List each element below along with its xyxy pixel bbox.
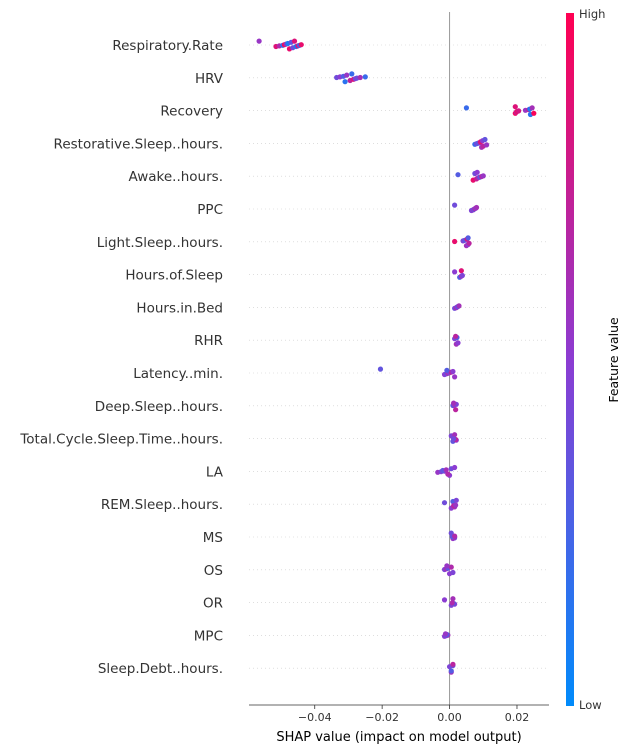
feature-label: PPC [197,202,223,218]
shap-point [357,74,363,81]
feature-label: MPC [194,628,223,644]
shap-point [512,104,518,110]
feature-label: Light.Sleep..hours. [97,235,223,251]
feature-label: OR [203,596,223,612]
shap-point [362,74,368,80]
x-axis-title: SHAP value (impact on model output) [276,730,521,745]
shap-point [458,268,464,274]
shap-point [452,533,458,539]
feature-label: Latency..min. [133,366,223,382]
shap-point [448,668,454,674]
colorbar-gradient [566,13,574,706]
feature-labels: Respiratory.Rate HRV Recovery Restorative.S… [19,38,223,677]
shap-point [452,374,458,380]
feature-label: RHR [194,333,223,349]
shap-point [453,407,459,413]
shap-point [442,631,449,637]
shap-point [480,173,486,179]
feature-label: Respiratory.Rate [112,38,223,54]
shap-point [453,502,459,508]
shap-point [450,368,456,375]
shap-point [453,333,459,339]
shap-point [453,497,459,503]
x-axis-ticks: −0.04 −0.02 0.00 0.02 [298,705,529,724]
shap-point [450,569,456,576]
shap-point [452,464,458,471]
shap-point [291,38,298,44]
shap-point [482,136,488,143]
shap-point [455,172,461,178]
shap-point [531,110,537,116]
shap-point [474,169,480,175]
shap-point [473,204,480,211]
colorbar-low-label: Low [579,698,602,712]
shap-point [529,105,535,111]
shap-point [452,269,458,275]
feature-label: HRV [195,71,224,87]
shap-point [452,432,458,438]
feature-label: Sleep.Debt..hours. [98,661,223,677]
points-layer [256,38,537,675]
shap-point [456,303,462,309]
x-tick-label: −0.02 [365,711,399,724]
shap-point [441,597,448,603]
shap-point [452,202,458,208]
feature-label: Total.Cycle.Sleep.Time..hours. [19,432,223,448]
shap-point [342,79,348,85]
feature-label: REM.Sleep..hours. [101,497,223,513]
shap-point [344,72,350,78]
x-tick-label: 0.00 [437,711,462,724]
shap-point [451,436,457,442]
feature-label: LA [206,464,224,480]
shap-point [450,596,456,602]
colorbar: High Low Feature value [566,7,621,712]
shap-point [256,38,262,44]
shap-point [450,661,456,667]
colorbar-title: Feature value [606,317,621,403]
shap-point [448,564,454,570]
feature-label: OS [204,563,223,579]
shap-point [465,235,471,241]
feature-label: MS [203,530,223,546]
x-tick-label: 0.02 [505,711,530,724]
shap-point [445,471,451,477]
shap-point [452,238,458,245]
feature-label: Hours.in.Bed [136,300,223,316]
shap-point [484,142,490,148]
shap-point [444,367,450,373]
shap-point [451,400,457,406]
x-tick-label: −0.04 [298,711,332,724]
feature-label: Awake..hours. [129,169,223,185]
colorbar-high-label: High [579,7,605,21]
shap-point [298,42,304,48]
feature-label: Restorative.Sleep..hours. [54,136,223,152]
shap-point [444,563,450,569]
shap-point [516,108,522,114]
feature-label: Recovery [160,104,223,120]
shap-point [466,240,472,246]
shap-point [449,600,455,606]
shap-point [443,467,449,473]
feature-label: Deep.Sleep..hours. [95,399,223,415]
shap-point [377,366,384,372]
shap-point [441,500,448,506]
shap-point [463,105,470,111]
shap-point [349,71,355,77]
shap-point [455,340,461,346]
feature-label: Hours.of.Sleep [125,268,223,284]
row-gridlines [249,44,549,669]
shap-point [459,272,465,279]
